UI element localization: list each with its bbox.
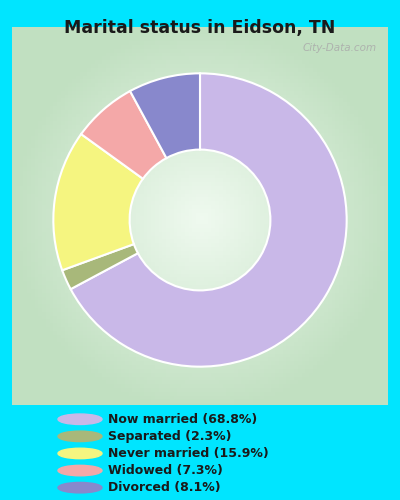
Wedge shape (53, 134, 143, 270)
Circle shape (58, 431, 102, 442)
Circle shape (58, 448, 102, 458)
Wedge shape (62, 244, 138, 289)
Text: Divorced (8.1%): Divorced (8.1%) (108, 481, 221, 494)
Text: Never married (15.9%): Never married (15.9%) (108, 447, 269, 460)
Circle shape (58, 414, 102, 424)
Text: City-Data.com: City-Data.com (302, 42, 377, 52)
Circle shape (58, 466, 102, 476)
Wedge shape (130, 74, 200, 158)
Wedge shape (71, 74, 347, 366)
Wedge shape (81, 91, 166, 179)
Text: Separated (2.3%): Separated (2.3%) (108, 430, 232, 443)
Text: Widowed (7.3%): Widowed (7.3%) (108, 464, 223, 477)
Text: Marital status in Eidson, TN: Marital status in Eidson, TN (64, 19, 336, 37)
Text: Now married (68.8%): Now married (68.8%) (108, 413, 257, 426)
Circle shape (58, 482, 102, 493)
